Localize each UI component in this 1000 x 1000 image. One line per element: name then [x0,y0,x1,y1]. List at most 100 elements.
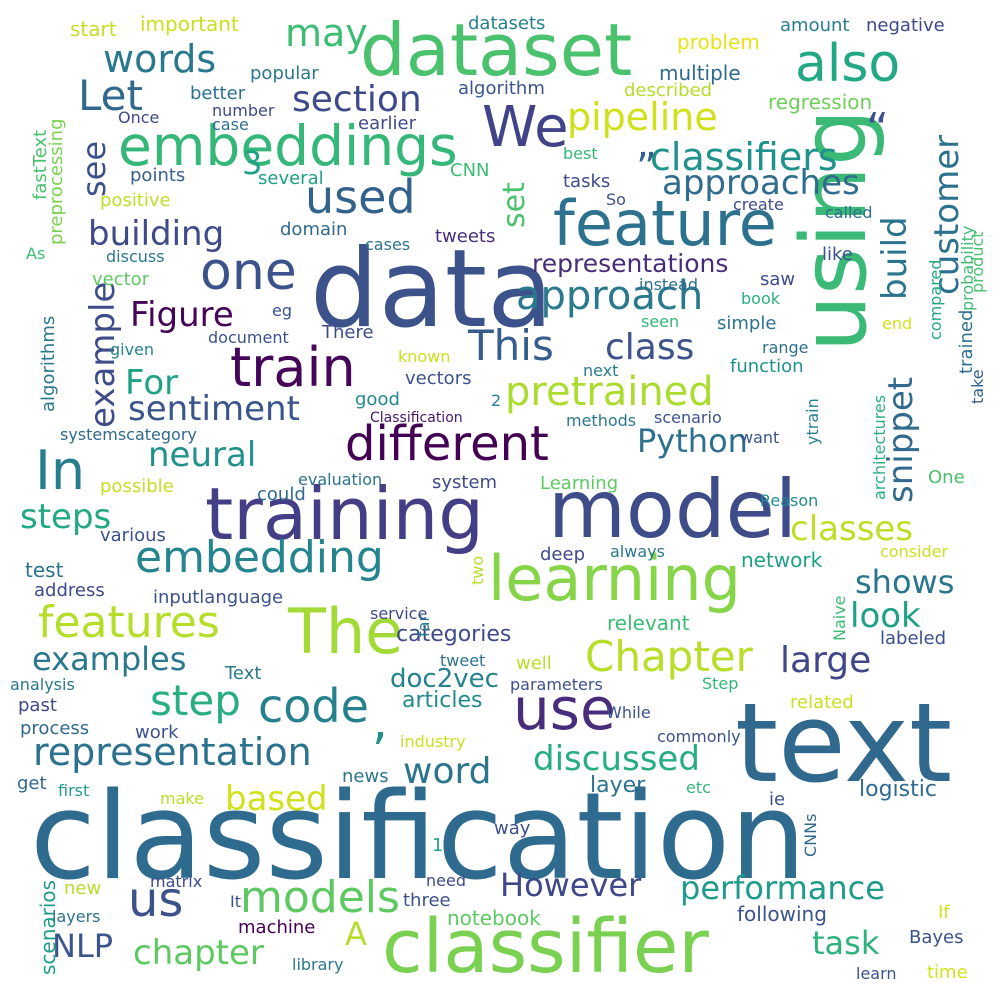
word-saw: saw [760,269,796,290]
word-consider: consider [880,542,949,561]
word-punct: ” [636,145,657,191]
word-important: important [140,12,239,36]
word-training: training [205,472,484,556]
word-algorithm: algorithm [458,78,545,99]
word-set: set [497,182,532,228]
word-performance: performance [680,869,885,907]
word-however: However [500,866,642,904]
word-layers: layers [52,907,101,926]
word-amount: amount [780,15,850,36]
word-book: book [741,289,780,308]
word-points: points [130,165,186,186]
word-logistic: logistic [859,777,937,802]
word-pretrained: pretrained [505,369,714,415]
word-used: used [305,170,416,224]
word-tasks: tasks [563,171,611,192]
word-labeled: labeled [880,628,947,649]
word-scenario: scenario [654,408,722,427]
word-popular: popular [250,63,319,84]
word-scenarios: scenarios [36,879,60,975]
word-vector: vector [92,269,150,290]
word-simple: simple [717,313,777,334]
word-classifiers: classifiers [650,135,838,179]
word-building: building [88,214,225,254]
word-there: There [322,322,374,343]
word-nlp: NLP [52,927,114,965]
word-learning: learning [488,542,741,615]
word-embeddings: embeddings [118,114,458,178]
word-start: start [70,17,117,41]
word-evaluation: evaluation [298,470,383,489]
word-fasttext: fastText [30,129,51,200]
word-tweet: tweet [440,651,486,670]
word-layer: layer [590,773,646,798]
word-step: step [150,676,241,725]
word-several: several [258,168,324,189]
word-snippet: snippet [881,376,921,503]
word-possible: possible [100,476,174,497]
word-sentiment: sentiment [128,389,300,429]
word-pipeline: pipeline [567,95,718,139]
word-approaches: approaches [662,163,860,203]
word-chapter: chapter [133,933,264,973]
word-problem: problem [677,30,760,54]
word-commonly: commonly [657,727,741,746]
word-three: three [403,890,451,911]
word-deep: deep [540,544,585,565]
word-news: news [342,766,389,787]
word-reason: Reason [760,491,819,510]
word-naive: Naive [830,595,849,641]
word-one: one [200,242,297,302]
word-build: build [875,216,915,300]
word-neural: neural [148,435,257,475]
word-it: It [230,892,241,911]
word-analysis: analysis [10,675,75,694]
word-seen: seen [641,312,680,331]
word-make: make [160,789,204,808]
word-need: need [426,871,466,890]
word-matrix: matrix [150,872,203,891]
word-want: want [740,428,780,447]
word-approach: approach [516,273,704,319]
word-network: network [741,548,823,572]
word-eg: eg [272,301,292,320]
word-time: time [927,962,968,983]
word-for: For [125,363,179,403]
word-also: also [795,34,901,94]
word-3: 3 [242,144,263,182]
word-embedding: embedding [135,532,384,583]
word-a: A [345,915,367,953]
word-based: based [225,779,328,819]
word-use: use [513,675,616,743]
word-see: see [75,140,113,197]
word-models: models [240,872,400,923]
word-we: We [482,95,569,160]
word-architectures: architectures [870,394,889,500]
word-if: If [938,902,950,923]
word-notebook: notebook [447,906,541,930]
word-chapter: Chapter [585,632,753,681]
word-word: word [403,751,492,792]
word-good: good [355,389,400,410]
word-text: text [735,679,953,807]
word-examples: examples [32,640,187,678]
word-new: new [64,878,102,899]
word-work: work [135,722,179,743]
word-punct: “ [866,104,889,155]
word-function: function [730,356,804,377]
word-process: process [20,718,90,739]
word-relevant: relevant [607,611,690,635]
word-next: next [583,361,619,380]
word-given: given [110,340,155,359]
word-compared: compared [926,259,945,340]
word-known: known [398,347,451,366]
word-get: get [17,773,47,794]
word-step: Step [702,674,739,693]
word-better: better [190,83,246,104]
word-data: data [310,227,554,352]
word-steps: steps [20,497,112,537]
word-datasets: datasets [468,13,546,34]
word-punct: , [372,692,388,750]
word-first: first [58,781,90,800]
